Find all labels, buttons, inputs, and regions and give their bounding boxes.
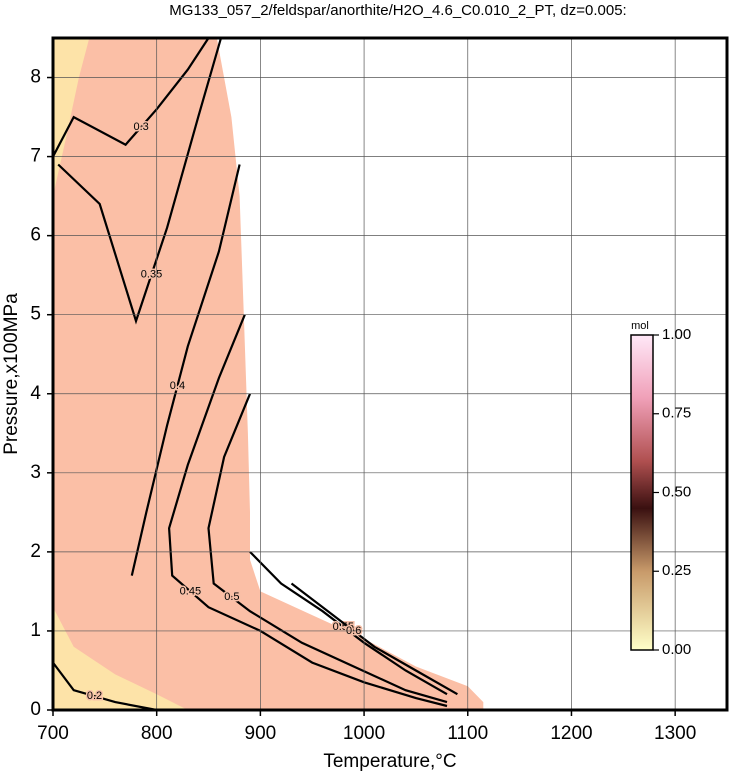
y-tick-label: 5 [30, 304, 41, 325]
x-tick-label: 900 [245, 723, 277, 744]
x-tick-label: 1100 [447, 723, 488, 744]
colorbar-tick-label: 0.00 [662, 641, 691, 658]
contour-label: 0.4 [170, 380, 185, 392]
colorbar-tick-label: 1.00 [662, 326, 691, 343]
x-tick-label: 800 [141, 723, 173, 744]
contour-label: 0.2 [87, 690, 102, 702]
region [53, 38, 484, 710]
x-axis-label: Temperature,°C [323, 751, 456, 772]
contour-line [130, 164, 241, 576]
y-tick-label: 7 [30, 146, 41, 167]
contour-line [207, 393, 448, 704]
x-tick-label: 700 [37, 723, 69, 744]
contour-label: 0.3 [133, 121, 148, 133]
y-tick-label: 3 [30, 462, 41, 483]
colorbar-tick-label: 0.25 [662, 562, 691, 579]
y-tick-label: 1 [30, 620, 41, 641]
y-tick-label: 4 [30, 383, 41, 404]
contour-line [167, 314, 448, 708]
contour-line [249, 551, 448, 696]
contour-line [290, 582, 458, 696]
y-tick-label: 6 [30, 225, 41, 246]
y-tick-label: 0 [30, 699, 41, 720]
colorbar-tick-label: 0.75 [662, 405, 691, 422]
x-tick-label: 1200 [550, 723, 592, 744]
y-tick-label: 8 [30, 67, 41, 88]
y-axis-label: Pressure,x100MPa [1, 293, 22, 455]
region [53, 607, 188, 710]
chart-title: MG133_057_2/feldspar/anorthite/H2O_4.6_C… [169, 2, 626, 19]
colorbar-label: mol [631, 320, 649, 332]
contour-label: 0.5 [224, 591, 239, 603]
x-tick-label: 1000 [343, 723, 385, 744]
plot-frame [51, 36, 729, 712]
contour-label: 0.45 [180, 585, 201, 597]
x-tick-label: 1300 [654, 723, 696, 744]
contour-line [52, 661, 157, 712]
contour-label: 0.35 [141, 268, 162, 280]
contour-line [57, 37, 223, 325]
contour-line [52, 37, 210, 158]
colorbar [630, 334, 654, 651]
colorbar-tick-label: 0.50 [662, 483, 691, 500]
y-tick-label: 2 [30, 541, 41, 562]
